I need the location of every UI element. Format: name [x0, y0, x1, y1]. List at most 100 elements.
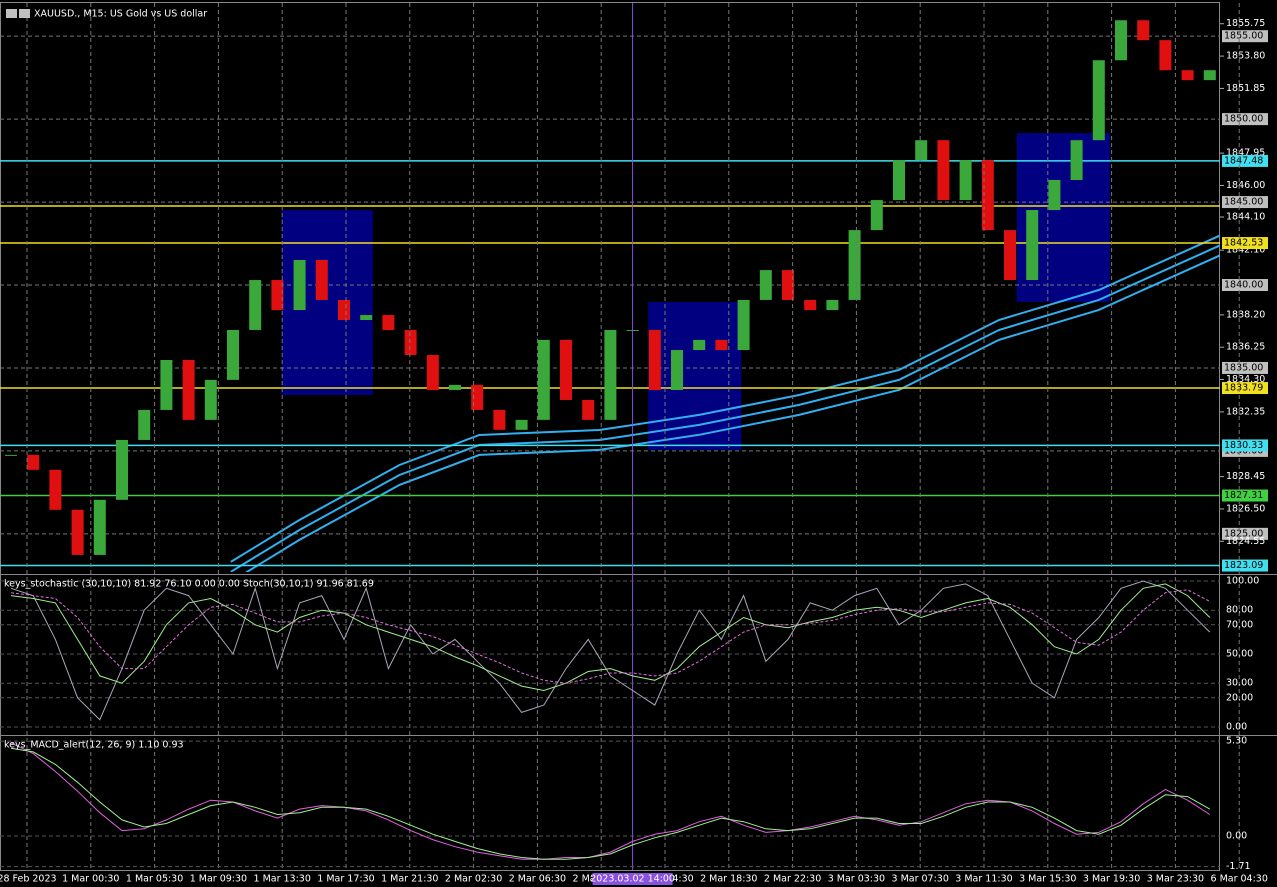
candle	[160, 359, 173, 410]
candle	[1026, 210, 1039, 281]
axis-label: 50.00	[1226, 649, 1253, 660]
price-label: 1850.00	[1224, 114, 1263, 125]
indicator-line	[10, 589, 1211, 684]
price-label: 1836.25	[1226, 342, 1265, 353]
icon	[6, 9, 17, 18]
price-label: 1826.50	[1226, 503, 1265, 514]
candle	[315, 259, 328, 300]
price-label: 1834.30	[1226, 374, 1265, 385]
price-label: 1844.10	[1226, 211, 1265, 222]
axis-label: 5.30	[1226, 736, 1247, 747]
time-label: 2 Mar 02:30	[445, 874, 502, 885]
candle	[493, 409, 506, 430]
time-label: 1 Mar 09:30	[190, 874, 247, 885]
price-label-box	[1222, 30, 1268, 43]
candle	[49, 469, 62, 510]
price-axis: 1855.00 1850.00 1845.00 1840.00 1835.00 1830.…	[1220, 18, 1268, 572]
time-label: 2 Mar 18:30	[700, 874, 757, 885]
zone	[648, 301, 742, 450]
candle	[604, 329, 617, 420]
price-label: 1853.80	[1226, 51, 1265, 62]
candle	[471, 384, 484, 410]
candle	[671, 350, 683, 391]
candle	[804, 299, 817, 311]
candle	[915, 140, 928, 161]
indicator-line	[10, 580, 1211, 721]
window-title: XAUUSD., M15: US Gold vs US dollar	[6, 9, 207, 20]
level-label: 1827.31	[1224, 490, 1263, 501]
time-label: 1 Mar 05:30	[126, 874, 183, 885]
level-label-box	[1222, 489, 1268, 502]
candle	[360, 315, 373, 321]
price-axis: 100.00 80.00 70.00 50.00 30.00 20.00 0.00	[1226, 576, 1259, 733]
candle	[116, 439, 128, 500]
time-label: 3 Mar 07:30	[892, 874, 949, 885]
price-label: 1824.55	[1226, 536, 1265, 547]
time-label: 3 Mar 19:30	[1083, 874, 1140, 885]
candle	[271, 280, 284, 311]
candle	[338, 299, 350, 321]
candle	[1070, 140, 1083, 181]
axis-label: 0.00	[1226, 830, 1247, 841]
price-label: 1832.35	[1226, 406, 1265, 417]
candle	[826, 299, 839, 311]
panel	[0, 740, 1220, 868]
time-label: 2 Mar 22:30	[764, 874, 821, 885]
time-label: 1 Mar 21:30	[381, 874, 438, 885]
candle	[138, 409, 151, 440]
candle	[249, 280, 262, 330]
candle	[27, 454, 40, 470]
price-label-box	[1222, 527, 1268, 540]
price-label: 1855.75	[1226, 18, 1265, 29]
panel	[0, 580, 1220, 728]
time-label: 3 Mar 03:30	[828, 874, 885, 885]
axis-label: -1.71	[1226, 861, 1251, 872]
price-label-box	[1222, 279, 1268, 292]
candle	[515, 419, 528, 430]
time-label: 3 Mar 23:30	[1147, 874, 1204, 885]
time-label: 3 Mar 15:30	[1019, 874, 1076, 885]
price-label: 1825.00	[1224, 528, 1263, 539]
candle	[227, 329, 239, 380]
price-label-box	[1222, 113, 1268, 126]
candle	[959, 160, 972, 201]
axis-label: 100.00	[1226, 576, 1259, 587]
candle	[293, 259, 306, 311]
candle	[1092, 60, 1105, 141]
price-label: 1840.00	[1224, 280, 1263, 291]
candle	[715, 339, 728, 351]
candle	[737, 299, 750, 351]
candle	[382, 315, 395, 330]
plot-border	[0, 2, 1220, 871]
candle	[848, 230, 861, 300]
price-label-box	[1222, 361, 1268, 374]
crosshair-label: 2023.03.02 14:00	[590, 874, 675, 885]
moving-average	[230, 234, 1220, 563]
time-label: 6 Mar 04:30	[1211, 874, 1268, 885]
candle	[5, 454, 17, 456]
candle	[71, 509, 84, 555]
price-axis: 5.30 0.00 -1.71	[1226, 736, 1251, 872]
candle	[1203, 70, 1216, 81]
level-label-box	[1222, 439, 1268, 452]
candle	[1137, 20, 1150, 41]
candle	[870, 200, 883, 231]
icon	[19, 9, 30, 18]
candle	[1181, 70, 1194, 81]
candle	[426, 355, 439, 391]
moving-average	[230, 244, 1220, 572]
indicator-title: keys_MACD_alert(12, 26, 9) 1.10 0.93	[4, 740, 184, 751]
title: XAUUSD., M15: US Gold vs US dollar	[34, 9, 207, 20]
candle	[693, 339, 706, 351]
candle	[182, 359, 195, 420]
axis-label: 80.00	[1226, 605, 1253, 616]
axis-label: 0.00	[1226, 722, 1247, 733]
candle	[937, 140, 950, 201]
candle	[449, 384, 461, 391]
panel	[0, 20, 1220, 572]
candle	[1048, 180, 1061, 211]
candle	[560, 339, 572, 400]
level-label: 1847.48	[1224, 155, 1263, 166]
